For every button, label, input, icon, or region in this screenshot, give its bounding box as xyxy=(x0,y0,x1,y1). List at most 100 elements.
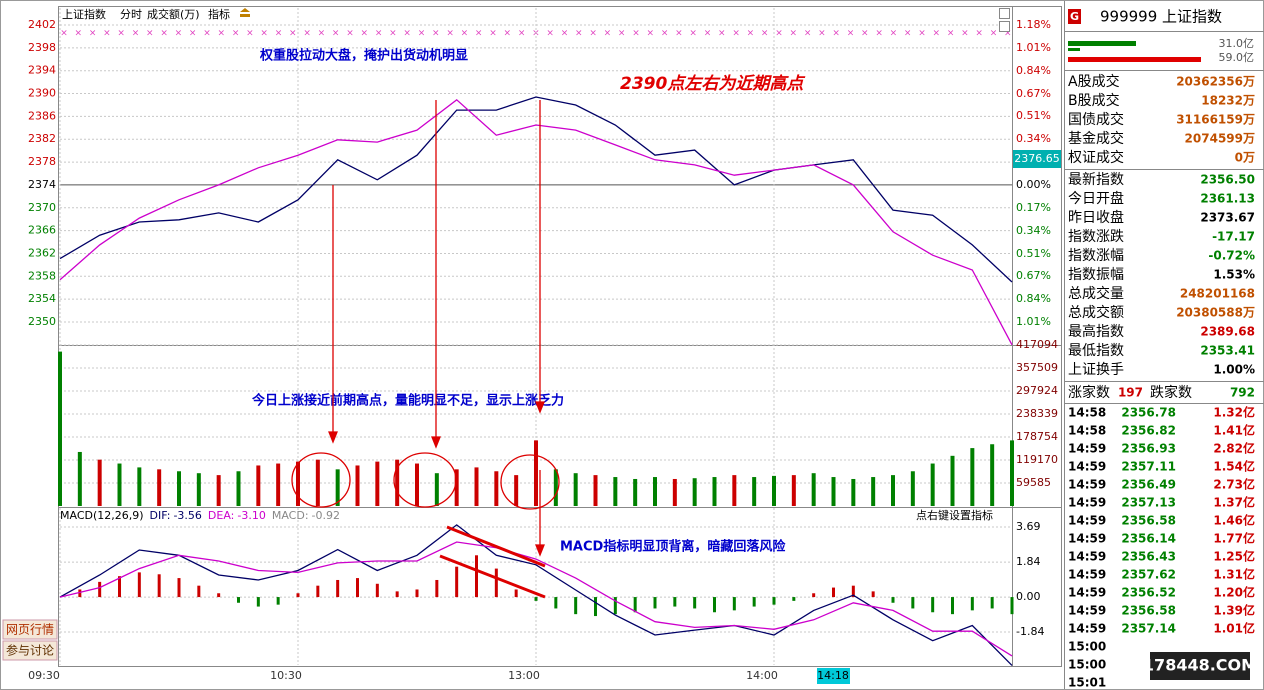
marker: × xyxy=(318,29,326,39)
y-tick-label: 2390 xyxy=(28,87,56,100)
volume-bar xyxy=(930,463,935,506)
bar-label: 59.0亿 xyxy=(1219,51,1255,64)
x-tick-label: 14:00 xyxy=(746,669,778,682)
marker: × xyxy=(403,29,411,39)
badge xyxy=(1068,9,1081,24)
y2-tick-label: 0.51% xyxy=(1016,247,1051,260)
trade-time: 14:59 xyxy=(1068,568,1106,582)
button-label[interactable]: 网页行情 xyxy=(6,623,54,637)
button[interactable] xyxy=(2,619,58,640)
trade-price: 2356.78 xyxy=(1121,406,1176,420)
x-tick-label: 09:30 xyxy=(28,669,60,682)
indicator-menu[interactable]: 点右键设置指标 xyxy=(916,508,993,522)
trade-amount: 1.31亿 xyxy=(1213,567,1255,582)
trade-price: 2357.13 xyxy=(1121,496,1176,510)
volume-bar xyxy=(276,463,281,506)
bar xyxy=(1068,41,1136,46)
volume-bar xyxy=(772,475,776,506)
marker: × xyxy=(189,29,197,39)
maximize-button[interactable] xyxy=(999,8,1010,19)
y2-tick-label: 0.84% xyxy=(1016,64,1051,77)
breadth-label: 跌家数 xyxy=(1150,384,1192,401)
marker: × xyxy=(146,29,154,39)
button[interactable] xyxy=(2,640,58,661)
y-tick-label: 2374 xyxy=(28,178,56,191)
marker: × xyxy=(675,29,683,39)
marker: × xyxy=(790,29,798,39)
marker: × xyxy=(246,29,254,39)
volume-bar xyxy=(732,475,737,506)
marker: × xyxy=(575,29,583,39)
marker: × xyxy=(518,29,526,39)
icon[interactable] xyxy=(240,8,250,17)
marker: × xyxy=(861,29,869,39)
y-tick-label: 2366 xyxy=(28,224,56,237)
marker: × xyxy=(461,29,469,39)
volume-bar xyxy=(791,475,796,506)
marker: × xyxy=(475,29,483,39)
turnover-label: B股成交 xyxy=(1068,92,1120,109)
quote-label: 最新指数 xyxy=(1068,172,1124,188)
quote-value: 2389.68 xyxy=(1200,325,1255,339)
marker: × xyxy=(103,29,111,39)
marker: × xyxy=(947,29,955,39)
trade-amount: 1.39亿 xyxy=(1213,603,1255,618)
arrow-head xyxy=(535,401,545,414)
y-tick-label: 2386 xyxy=(28,109,56,122)
quote-label: 总成交额 xyxy=(1068,304,1124,321)
marker: × xyxy=(661,29,669,39)
volume-bar xyxy=(236,471,241,506)
marker: × xyxy=(546,29,554,39)
tab[interactable]: 成交额(万) xyxy=(147,7,200,21)
chart-frame xyxy=(58,6,1062,667)
marker: × xyxy=(689,29,697,39)
x-tick-label: 10:30 xyxy=(270,669,302,682)
marker: × xyxy=(232,29,240,39)
button-label[interactable]: 参与讨论 xyxy=(6,643,54,658)
index-name: 上证指数 xyxy=(62,7,106,21)
y-tick-label: -1.84 xyxy=(1016,625,1044,638)
trade-time: 15:01 xyxy=(1068,676,1106,690)
quote-value: 2353.41 xyxy=(1200,344,1255,358)
marker: × xyxy=(904,29,912,39)
security-code: 999999 上证指数 xyxy=(1100,8,1222,26)
close-button[interactable] xyxy=(999,21,1010,32)
marker: × xyxy=(489,29,497,39)
volume-bar xyxy=(851,478,856,506)
marker: × xyxy=(990,29,998,39)
series-line xyxy=(59,524,1013,666)
marker: × xyxy=(332,29,340,39)
trade-amount: 2.73亿 xyxy=(1213,477,1255,492)
trade-time: 14:59 xyxy=(1068,478,1106,492)
volume-bar xyxy=(256,465,261,506)
turnover-value: 18232万 xyxy=(1201,94,1255,108)
marker: × xyxy=(875,29,883,39)
trade-time: 15:00 xyxy=(1068,640,1106,654)
quote-label: 总成交量 xyxy=(1068,285,1124,302)
marker: × xyxy=(446,29,454,39)
volume-bar xyxy=(296,461,300,506)
y-tick-label: 178754 xyxy=(1016,430,1058,443)
quote-label: 最低指数 xyxy=(1068,343,1124,359)
volume-bar xyxy=(990,444,995,506)
bar xyxy=(1068,57,1201,62)
quote-value: 2361.13 xyxy=(1200,192,1255,206)
turnover-label: 国债成交 xyxy=(1068,111,1124,128)
annotation: 权重股拉动大盘，掩护出货动机明显 xyxy=(259,48,468,64)
tab[interactable]: 分时 xyxy=(120,8,142,21)
trade-amount: 1.32亿 xyxy=(1213,405,1255,420)
trade-time: 14:59 xyxy=(1068,496,1106,510)
marker: × xyxy=(418,29,426,39)
trade-price: 2356.58 xyxy=(1121,514,1176,528)
volume-bar xyxy=(77,451,82,506)
marker: × xyxy=(260,29,268,39)
volume-bar xyxy=(910,471,915,506)
quote-value: 2356.50 xyxy=(1200,173,1255,187)
marker: × xyxy=(346,29,354,39)
y-tick-label: 2402 xyxy=(28,18,56,31)
trade-amount: 1.77亿 xyxy=(1213,531,1255,546)
trade-time: 14:59 xyxy=(1068,550,1106,564)
tab[interactable]: 指标 xyxy=(208,7,230,21)
trade-price: 2357.14 xyxy=(1121,622,1176,636)
